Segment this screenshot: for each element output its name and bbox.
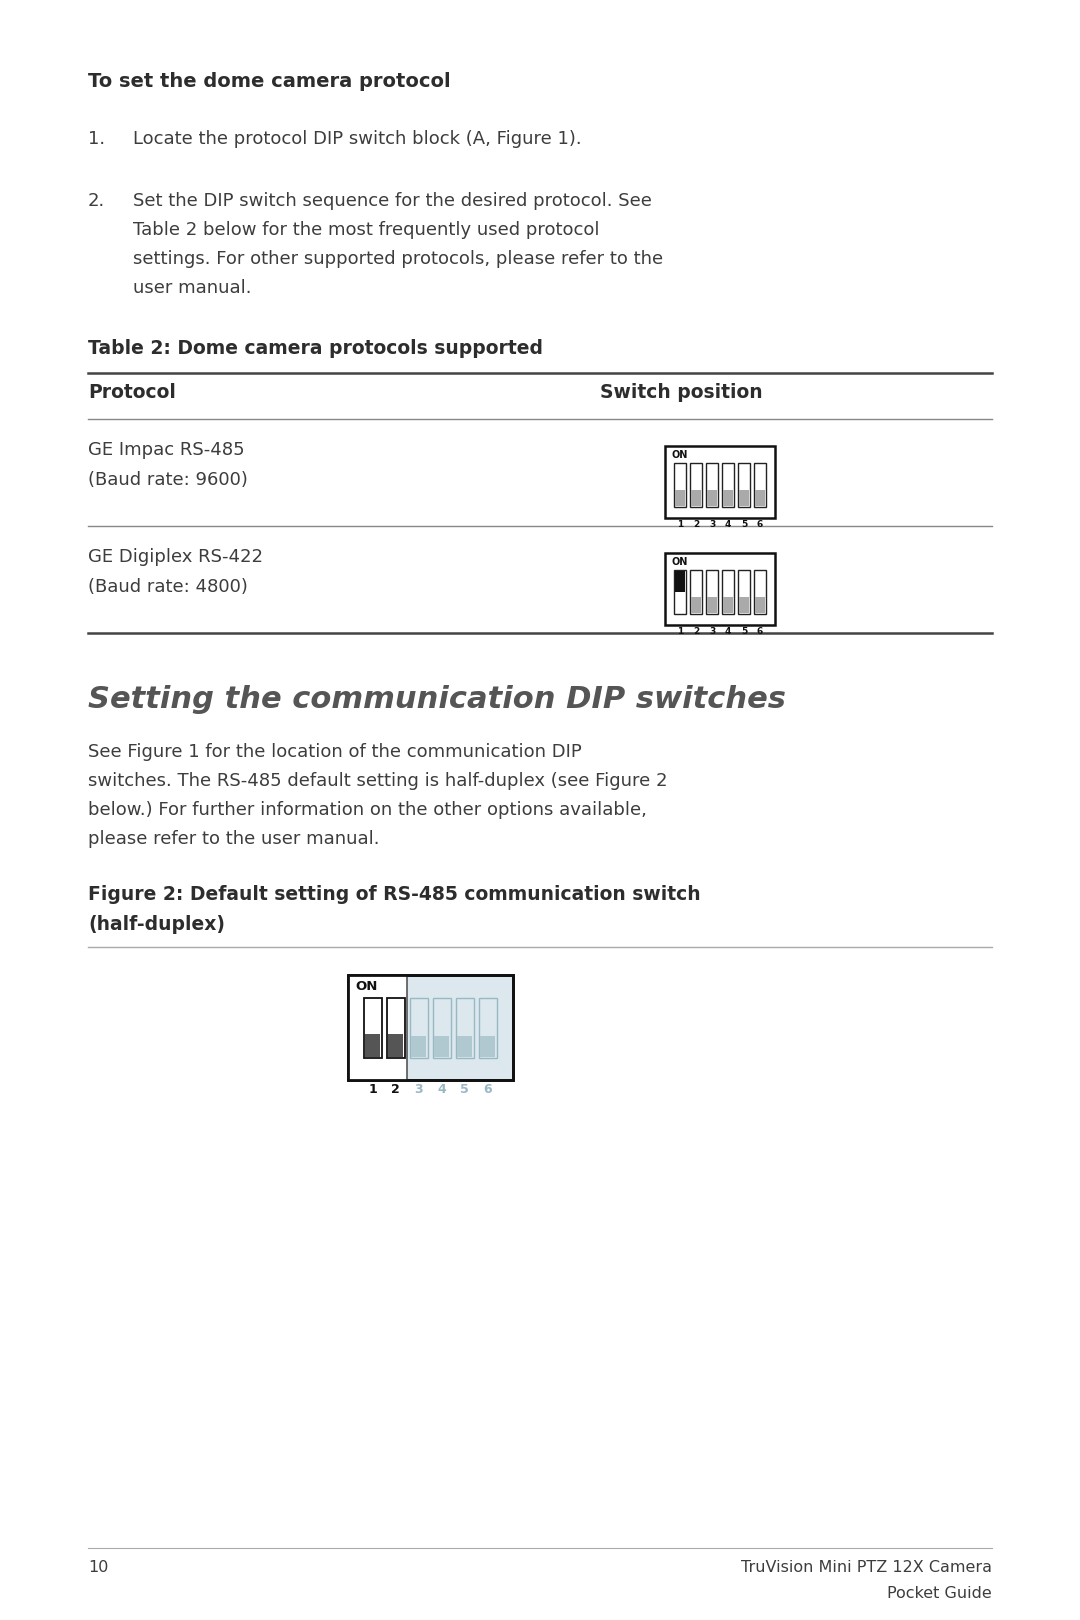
Text: 2.: 2. [87,193,105,211]
Bar [348,975,513,1081]
Text: Pocket Guide: Pocket Guide [888,1586,993,1601]
Text: Protocol: Protocol [87,382,176,402]
Text: 1: 1 [677,520,684,530]
Text: Locate the protocol DIP switch block (A, Figure 1).: Locate the protocol DIP switch block (A,… [133,130,582,147]
Text: 3: 3 [708,520,715,530]
Bar [432,998,450,1058]
Text: 3: 3 [415,1084,422,1097]
Bar [755,598,765,612]
Text: user manual.: user manual. [133,279,252,296]
Text: 4: 4 [725,627,731,637]
Text: 6: 6 [483,1084,491,1097]
Bar [738,463,750,507]
Text: 1: 1 [677,627,684,637]
Bar [739,598,750,612]
Text: Table 2: Dome camera protocols supported: Table 2: Dome camera protocols supported [87,339,543,358]
Bar [674,463,686,507]
Bar [755,491,765,505]
Bar [457,1035,472,1056]
Text: ON: ON [671,557,687,567]
Bar [690,570,702,614]
Text: (Baud rate: 4800): (Baud rate: 4800) [87,578,248,596]
Bar [665,446,775,518]
Bar [754,463,766,507]
Bar [706,463,718,507]
Bar [348,975,407,1081]
Text: switches. The RS-485 default setting is half-duplex (see Figure 2: switches. The RS-485 default setting is … [87,773,667,791]
Bar [723,570,734,614]
Bar [691,491,701,505]
Bar [739,491,750,505]
Bar [665,552,775,625]
Bar [365,1034,380,1056]
Bar [434,1035,449,1056]
Bar [738,570,750,614]
Text: Figure 2: Default setting of RS-485 communication switch: Figure 2: Default setting of RS-485 comm… [87,885,701,904]
Bar [723,598,733,612]
Bar [690,463,702,507]
Text: 6: 6 [757,627,764,637]
Text: 6: 6 [757,520,764,530]
Text: settings. For other supported protocols, please refer to the: settings. For other supported protocols,… [133,249,663,267]
Bar [478,998,497,1058]
Bar [674,570,686,614]
Text: Setting the communication DIP switches: Setting the communication DIP switches [87,685,786,714]
Bar [723,491,733,505]
Bar [707,598,717,612]
Text: 2: 2 [391,1084,400,1097]
Bar [348,975,513,1081]
Text: 1.: 1. [87,130,105,147]
Text: 2: 2 [693,627,699,637]
Text: See Figure 1 for the location of the communication DIP: See Figure 1 for the location of the com… [87,744,582,761]
Text: 4: 4 [437,1084,446,1097]
Text: Set the DIP switch sequence for the desired protocol. See: Set the DIP switch sequence for the desi… [133,193,652,211]
Bar [675,491,685,505]
Bar [388,1034,403,1056]
Bar [456,998,473,1058]
Text: ON: ON [355,980,378,993]
Bar [706,570,718,614]
Text: 5: 5 [741,627,747,637]
Text: GE Impac RS-485: GE Impac RS-485 [87,441,245,458]
Bar [723,463,734,507]
Text: (Baud rate: 9600): (Baud rate: 9600) [87,471,248,489]
Text: (half-duplex): (half-duplex) [87,915,225,935]
Text: 5: 5 [741,520,747,530]
Text: ON: ON [671,450,687,460]
Bar [409,998,428,1058]
Text: 5: 5 [460,1084,469,1097]
Text: To set the dome camera protocol: To set the dome camera protocol [87,71,450,91]
Text: 4: 4 [725,520,731,530]
Text: below.) For further information on the other options available,: below.) For further information on the o… [87,800,647,820]
Bar [411,1035,426,1056]
Bar [364,998,381,1058]
Bar [707,491,717,505]
Text: 2: 2 [693,520,699,530]
Text: GE Digiplex RS-422: GE Digiplex RS-422 [87,548,264,565]
Bar [691,598,701,612]
Text: Table 2 below for the most frequently used protocol: Table 2 below for the most frequently us… [133,220,599,240]
Bar [754,570,766,614]
Text: Switch position: Switch position [600,382,762,402]
Text: 3: 3 [708,627,715,637]
Bar [675,570,685,591]
Bar [480,1035,495,1056]
Text: TruVision Mini PTZ 12X Camera: TruVision Mini PTZ 12X Camera [741,1560,993,1575]
Text: 10: 10 [87,1560,108,1575]
Bar [387,998,405,1058]
Text: 1: 1 [368,1084,377,1097]
Text: please refer to the user manual.: please refer to the user manual. [87,829,379,847]
